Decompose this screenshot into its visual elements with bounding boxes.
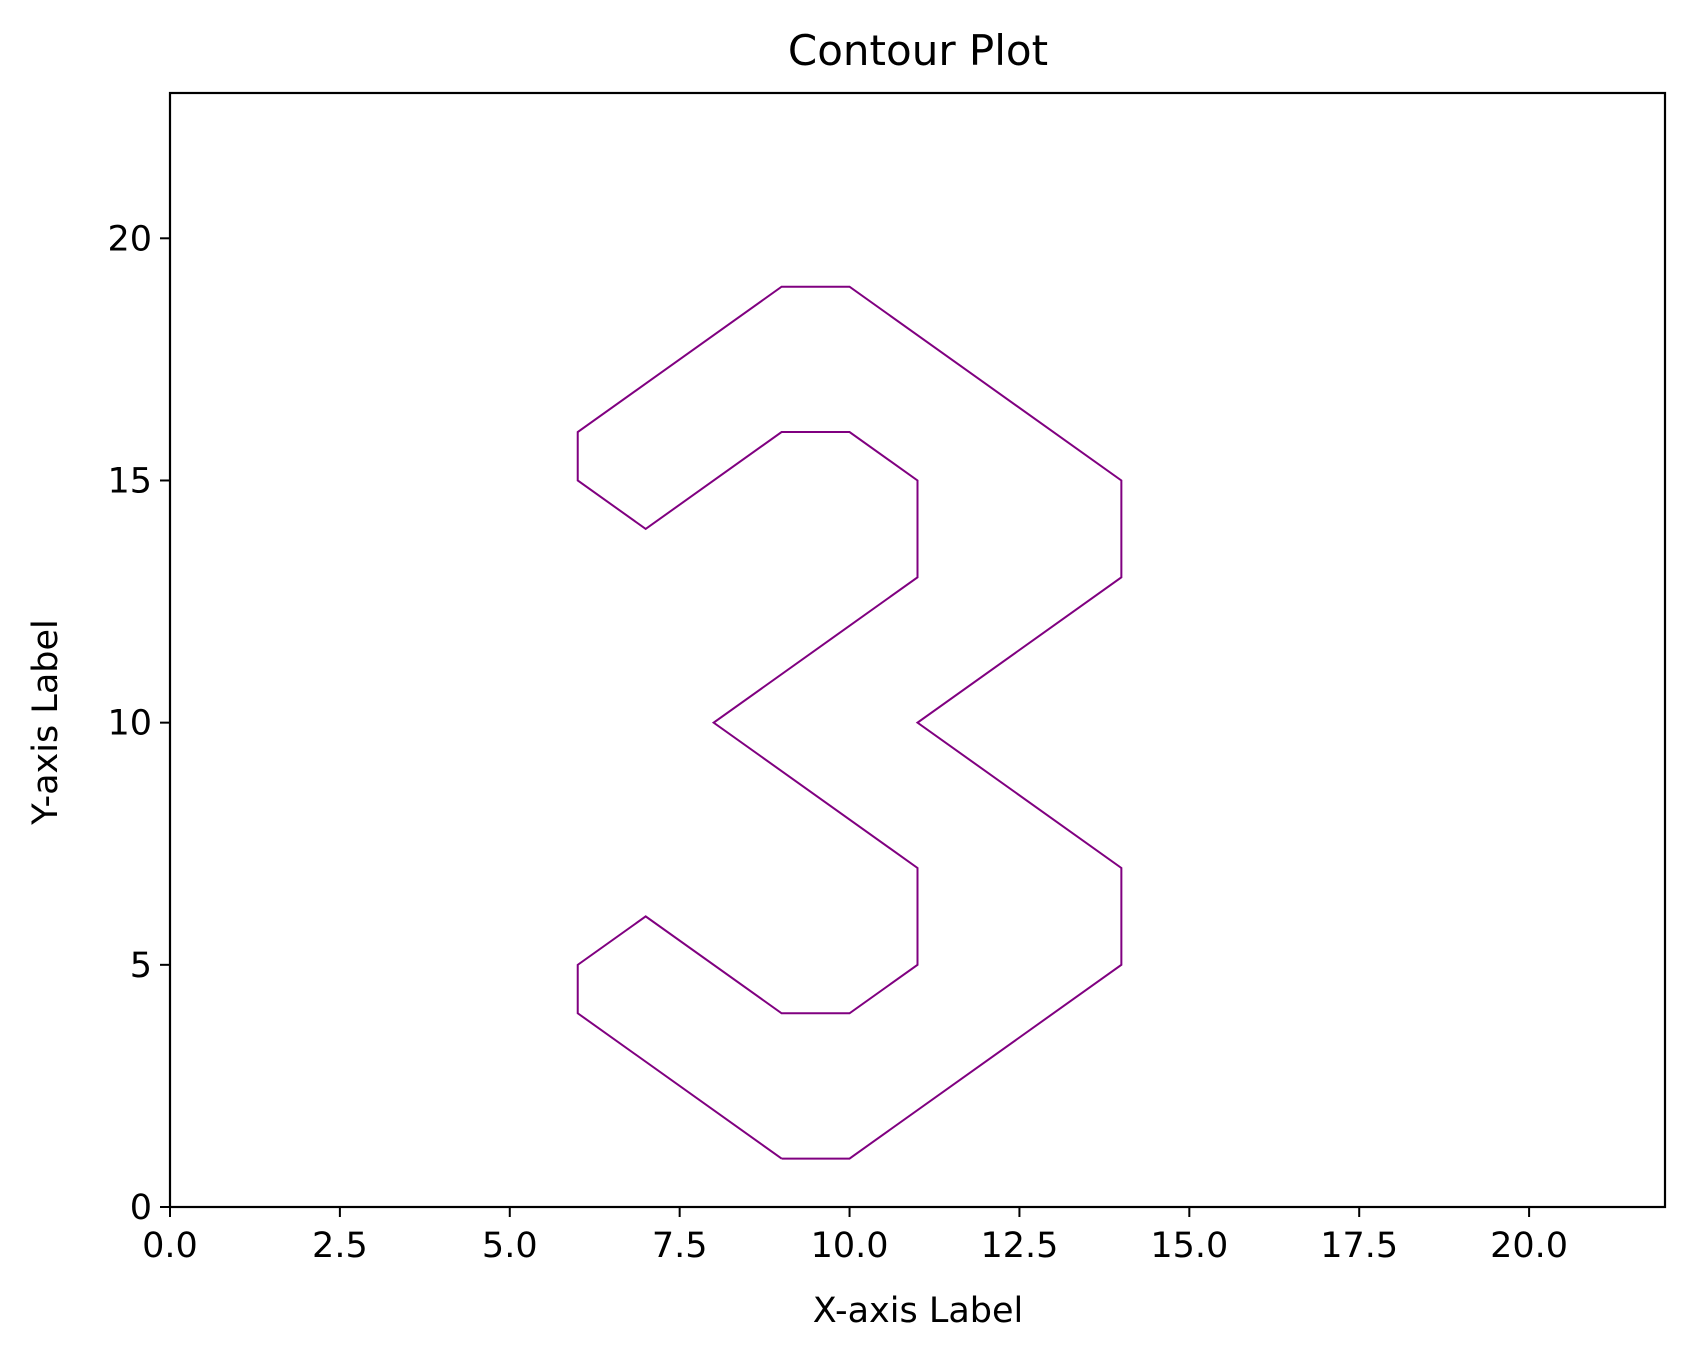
y-tick-label: 20 (107, 219, 152, 259)
x-tick-label: 12.5 (980, 1226, 1058, 1266)
x-tick-label: 7.5 (652, 1226, 708, 1266)
x-axis-label: X-axis Label (813, 1291, 1024, 1331)
chart-title: Contour Plot (788, 26, 1048, 75)
x-tick-label: 0.0 (142, 1226, 198, 1266)
x-tick-label: 10.0 (811, 1226, 889, 1266)
x-tick-label: 5.0 (482, 1226, 538, 1266)
plot-area (168, 91, 1667, 1209)
x-tick-label: 2.5 (312, 1226, 368, 1266)
y-axis-label: Y-axis Label (26, 619, 66, 826)
y-axis-ticks: 0 5 10 15 20 (107, 219, 170, 1228)
x-axis-ticks: 0.0 2.5 5.0 7.5 10.0 12.5 15.0 17.5 20.0 (142, 1207, 1568, 1266)
y-tick-label: 10 (107, 704, 152, 744)
y-tick-label: 5 (130, 946, 152, 986)
x-tick-label: 17.5 (1320, 1226, 1398, 1266)
x-tick-label: 15.0 (1150, 1226, 1228, 1266)
axes-frame (168, 91, 1667, 1209)
y-tick-label: 0 (130, 1188, 152, 1228)
x-tick-label: 20.0 (1490, 1226, 1568, 1266)
contour-line (576, 285, 1123, 1160)
y-tick-label: 15 (107, 461, 152, 501)
